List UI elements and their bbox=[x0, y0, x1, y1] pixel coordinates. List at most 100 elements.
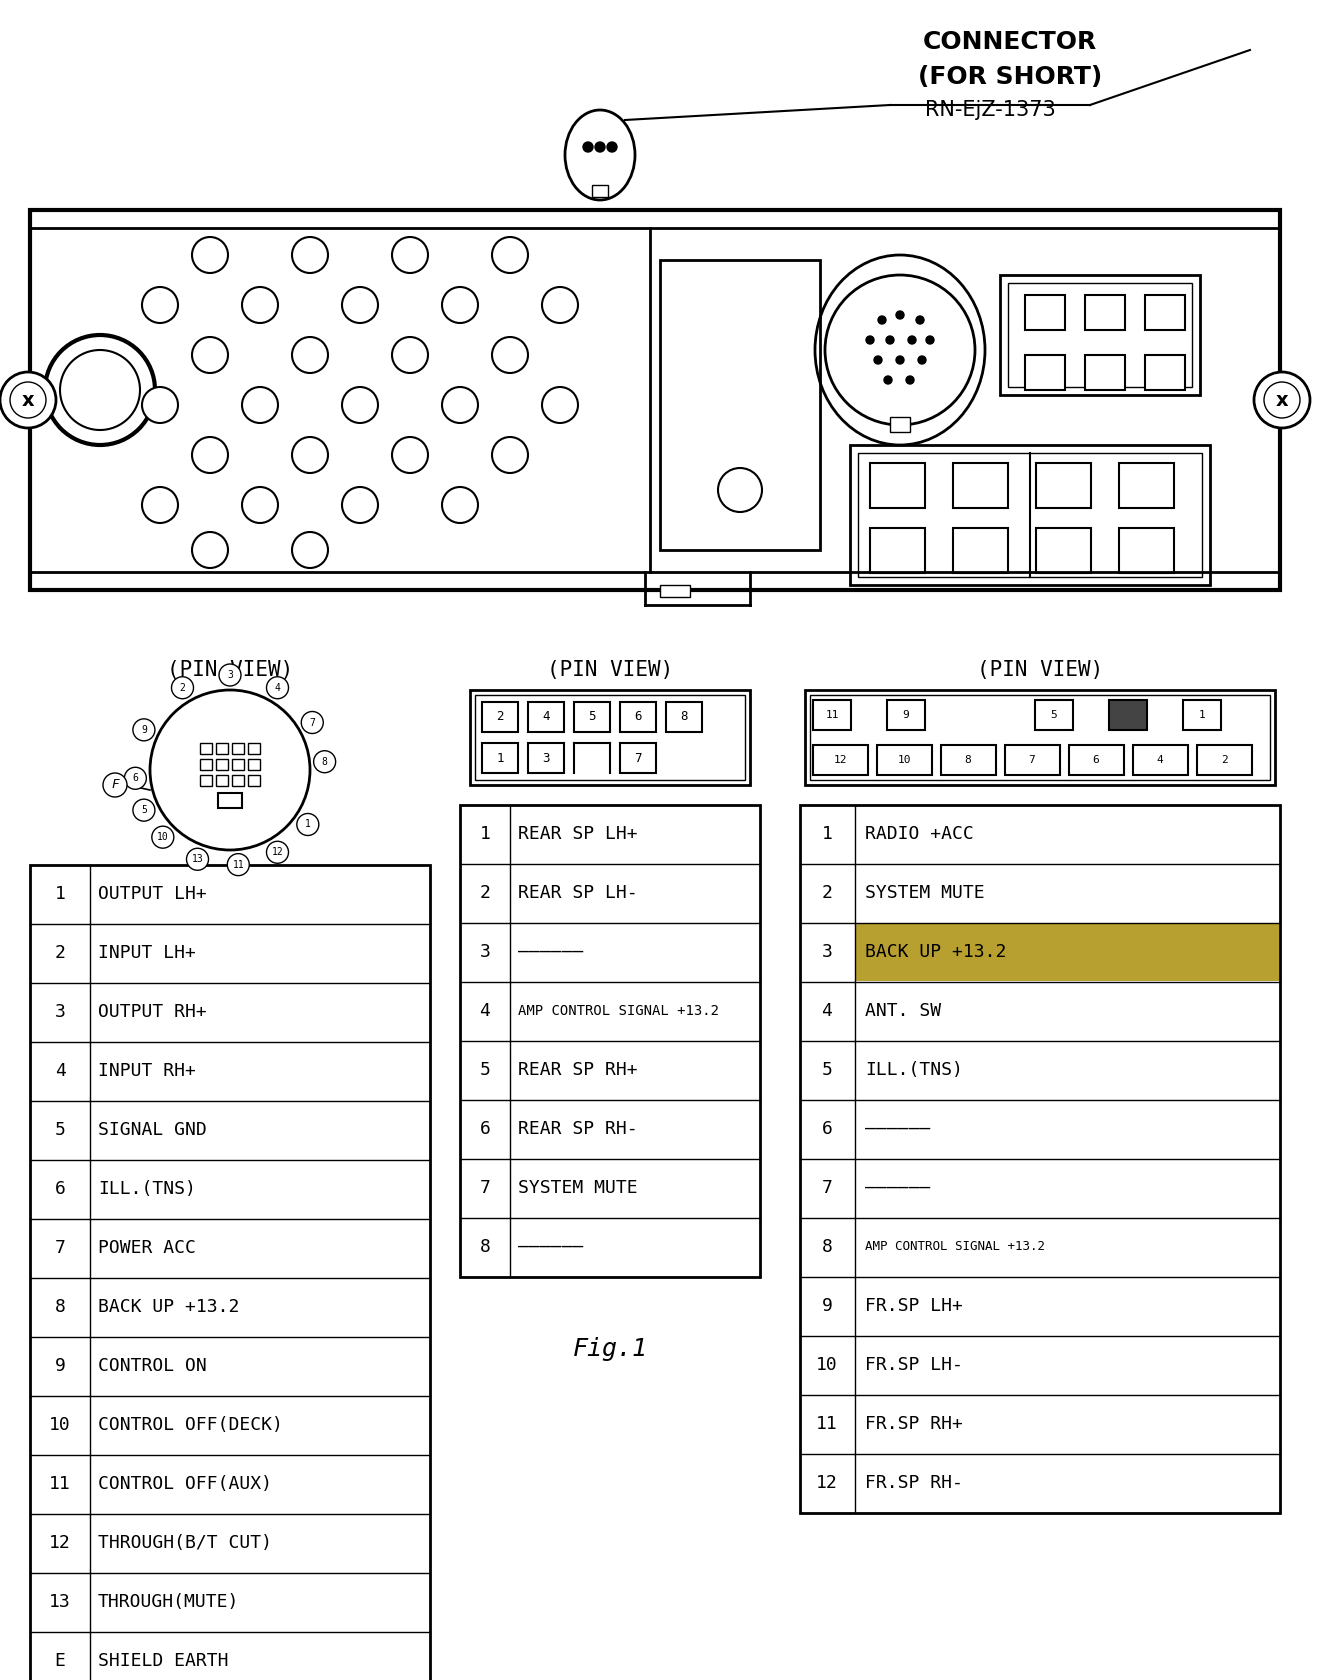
Bar bbox=[1144, 354, 1185, 390]
Text: REAR SP LH+: REAR SP LH+ bbox=[517, 825, 638, 843]
Bar bbox=[459, 805, 760, 1277]
Text: 4: 4 bbox=[54, 1062, 66, 1080]
Text: 7: 7 bbox=[479, 1179, 491, 1196]
Bar bbox=[941, 744, 997, 774]
Bar bbox=[1026, 354, 1065, 390]
Bar bbox=[855, 924, 1279, 981]
Circle shape bbox=[143, 487, 178, 522]
Text: BACK UP +13.2: BACK UP +13.2 bbox=[98, 1299, 239, 1315]
Text: FR.SP RH+: FR.SP RH+ bbox=[865, 1415, 962, 1433]
Text: 1: 1 bbox=[1199, 711, 1205, 721]
Circle shape bbox=[342, 386, 378, 423]
Text: 12: 12 bbox=[833, 754, 846, 764]
Bar bbox=[232, 759, 244, 769]
Text: 1: 1 bbox=[479, 825, 491, 843]
Text: 1: 1 bbox=[496, 751, 504, 764]
Text: 12: 12 bbox=[816, 1473, 838, 1492]
Text: 6: 6 bbox=[1093, 754, 1100, 764]
Circle shape bbox=[492, 437, 528, 474]
Bar bbox=[876, 744, 932, 774]
Circle shape bbox=[896, 356, 904, 365]
Bar bbox=[813, 744, 869, 774]
Text: 6: 6 bbox=[479, 1121, 491, 1137]
Text: 2: 2 bbox=[180, 682, 185, 692]
Circle shape bbox=[595, 143, 605, 151]
Text: 8: 8 bbox=[680, 711, 688, 724]
Bar bbox=[805, 690, 1275, 785]
Text: 8: 8 bbox=[965, 754, 972, 764]
Circle shape bbox=[219, 664, 242, 685]
Text: FR.SP RH-: FR.SP RH- bbox=[865, 1473, 962, 1492]
Text: 7: 7 bbox=[54, 1240, 66, 1257]
Text: 13: 13 bbox=[191, 853, 203, 864]
Circle shape bbox=[242, 487, 279, 522]
Text: RN-EjZ-1373: RN-EjZ-1373 bbox=[924, 101, 1056, 119]
Text: ——————: —————— bbox=[517, 942, 583, 961]
Text: 5: 5 bbox=[1051, 711, 1057, 721]
Bar bbox=[1085, 296, 1125, 329]
Bar bbox=[1085, 354, 1125, 390]
Text: SYSTEM MUTE: SYSTEM MUTE bbox=[865, 884, 985, 902]
Text: ANT. SW: ANT. SW bbox=[865, 1001, 941, 1020]
Bar bbox=[216, 774, 228, 786]
Bar bbox=[890, 417, 909, 432]
Bar bbox=[574, 702, 610, 732]
Text: CONTROL OFF(DECK): CONTROL OFF(DECK) bbox=[98, 1416, 282, 1435]
Text: OUTPUT RH+: OUTPUT RH+ bbox=[98, 1003, 207, 1021]
Circle shape bbox=[896, 311, 904, 319]
Bar bbox=[1119, 528, 1173, 573]
Text: 7: 7 bbox=[634, 751, 642, 764]
Text: 8: 8 bbox=[322, 756, 327, 766]
Bar bbox=[591, 185, 609, 197]
Bar bbox=[1008, 282, 1192, 386]
Bar bbox=[482, 743, 517, 773]
Circle shape bbox=[884, 376, 892, 385]
Bar bbox=[216, 743, 228, 754]
Circle shape bbox=[1265, 381, 1300, 418]
Text: AMP CONTROL SIGNAL +13.2: AMP CONTROL SIGNAL +13.2 bbox=[865, 1240, 1045, 1253]
Bar bbox=[232, 774, 244, 786]
Circle shape bbox=[825, 276, 975, 425]
Text: SIGNAL GND: SIGNAL GND bbox=[98, 1121, 207, 1139]
Circle shape bbox=[191, 237, 228, 272]
Text: CONTROL ON: CONTROL ON bbox=[98, 1357, 207, 1374]
Circle shape bbox=[292, 237, 327, 272]
Text: 7: 7 bbox=[1028, 754, 1035, 764]
Circle shape bbox=[392, 338, 428, 373]
Text: 4: 4 bbox=[821, 1001, 833, 1020]
Circle shape bbox=[186, 848, 209, 870]
Circle shape bbox=[150, 690, 310, 850]
Bar bbox=[810, 696, 1270, 780]
Bar bbox=[660, 585, 690, 596]
Text: ——————: —————— bbox=[517, 1238, 583, 1257]
Bar bbox=[858, 454, 1203, 576]
Bar bbox=[1183, 701, 1221, 731]
Circle shape bbox=[133, 719, 154, 741]
Text: 5: 5 bbox=[141, 805, 147, 815]
Text: 6: 6 bbox=[54, 1179, 66, 1198]
Text: F: F bbox=[111, 778, 119, 791]
Circle shape bbox=[0, 371, 55, 428]
Text: 4: 4 bbox=[479, 1001, 491, 1020]
Ellipse shape bbox=[565, 109, 635, 200]
Circle shape bbox=[152, 827, 174, 848]
Circle shape bbox=[607, 143, 616, 151]
Text: OUTPUT LH+: OUTPUT LH+ bbox=[98, 885, 207, 904]
Bar bbox=[953, 464, 1008, 507]
Bar bbox=[216, 759, 228, 769]
Circle shape bbox=[442, 487, 478, 522]
Text: POWER ACC: POWER ACC bbox=[98, 1240, 195, 1257]
Bar bbox=[620, 743, 656, 773]
Text: SYSTEM MUTE: SYSTEM MUTE bbox=[517, 1179, 638, 1196]
Circle shape bbox=[392, 237, 428, 272]
Text: 12: 12 bbox=[49, 1534, 71, 1552]
Bar bbox=[1069, 744, 1125, 774]
Text: 1: 1 bbox=[821, 825, 833, 843]
Circle shape bbox=[342, 287, 378, 323]
Bar bbox=[232, 743, 244, 754]
Bar bbox=[870, 464, 925, 507]
Bar bbox=[201, 743, 213, 754]
Text: 5: 5 bbox=[479, 1062, 491, 1079]
Text: 12: 12 bbox=[272, 847, 284, 857]
Bar bbox=[870, 528, 925, 573]
